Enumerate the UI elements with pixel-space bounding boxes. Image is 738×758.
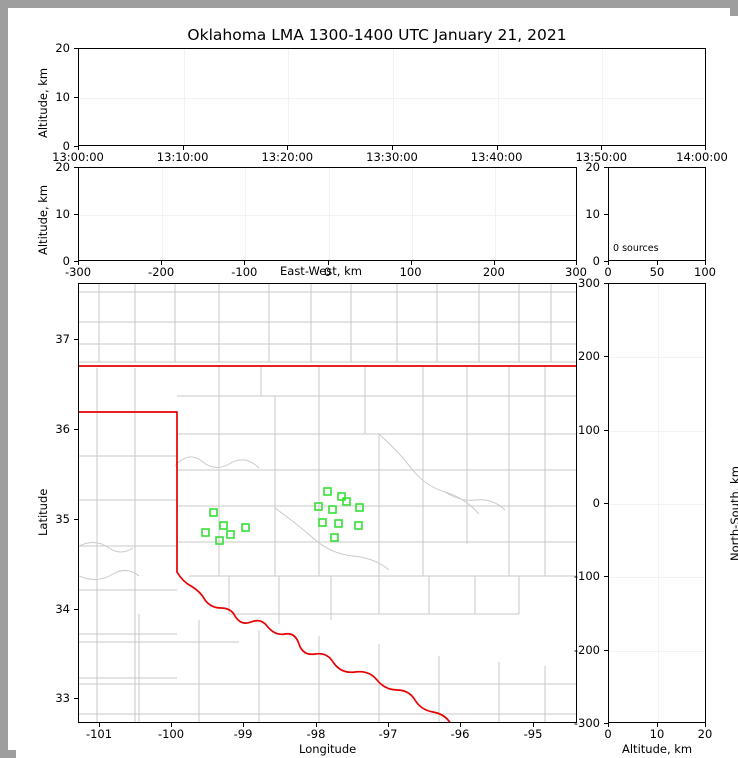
ns-tick-200: 200: [578, 349, 600, 363]
ns-tick-0: 0: [592, 496, 600, 510]
map-xlabel: Longitude: [299, 742, 357, 756]
ns-tick--100: -100: [573, 569, 600, 583]
ns-tick-100: 100: [578, 423, 600, 437]
p2-xtick-2: -100: [231, 265, 258, 279]
p2-ytick-10: 10: [55, 207, 70, 221]
p1-xtick-2: 13:20:00: [261, 150, 314, 164]
ns-axis-label: North-South, km: [728, 466, 738, 561]
p1-xtick-3: 13:30:00: [366, 150, 418, 164]
map-xtick--96: -96: [450, 727, 470, 741]
ns-tick--200: -200: [573, 643, 600, 657]
p2-xtick-5: 200: [482, 265, 505, 279]
map-ytick-36: 36: [55, 422, 70, 436]
p1-ytick-20: 20: [55, 41, 70, 55]
map-graphic: [79, 284, 576, 722]
panel-time-vs-altitude[interactable]: [78, 48, 706, 146]
map-ytick-35: 35: [55, 512, 70, 526]
p1-xtick-1: 13:10:00: [156, 150, 209, 164]
ns-tick--300: -300: [573, 716, 600, 730]
p3-ytick-0: 0: [592, 254, 600, 268]
p1-xtick-5: 13:50:00: [575, 150, 628, 164]
p3-ytick-10: 10: [585, 207, 600, 221]
p1-xtick-6: 14:00:00: [676, 150, 728, 164]
p2-xtick-3: 0: [323, 265, 332, 279]
figure-canvas: Oklahoma LMA 1300-1400 UTC January 21, 2…: [16, 16, 738, 758]
panel-east-west-vs-altitude[interactable]: [78, 167, 577, 261]
p3-ytick-20: 20: [585, 160, 600, 174]
map-ytick-34: 34: [55, 602, 70, 616]
p1-ylabel: Altitude, km: [36, 67, 50, 138]
p5-xtick-0: 0: [604, 727, 612, 741]
p2-xlabel: East-West, km: [280, 264, 362, 278]
map-ytick-37: 37: [55, 332, 70, 346]
lma-source-markers: [201, 487, 364, 545]
p1-xtick-0: 13:00:00: [52, 150, 104, 164]
p3-xtick-0: 0: [604, 265, 612, 279]
p2-xtick-1: -200: [148, 265, 175, 279]
county-lines: [79, 284, 576, 722]
p2-xtick-0: -300: [64, 265, 92, 279]
map-xtick--99: -99: [233, 727, 253, 741]
p2-ytick-20: 20: [55, 160, 70, 174]
p3-xtick-50: 50: [649, 265, 665, 279]
p2-xtick-4: 100: [399, 265, 422, 279]
map-xtick--98: -98: [306, 727, 326, 741]
p3-xtick-100: 100: [694, 265, 716, 279]
map-ylabel: Latitude: [36, 488, 50, 536]
map-xtick--97: -97: [378, 727, 398, 741]
source-count-annotation: 0 sources: [613, 243, 659, 254]
p1-ytick-0: 0: [62, 139, 70, 153]
p1-ytick-10: 10: [55, 90, 70, 104]
state-border-oklahoma: [79, 365, 576, 722]
ns-tick-300: 300: [578, 276, 600, 290]
p1-xtick-4: 13:40:00: [470, 150, 523, 164]
p5-xtick-10: 10: [649, 727, 665, 741]
map-ytick-33: 33: [55, 691, 70, 705]
p5-xtick-20: 20: [697, 727, 713, 741]
map-xtick--100: -100: [157, 727, 185, 741]
p5-xlabel: Altitude, km: [622, 742, 693, 756]
map-xtick--101: -101: [85, 727, 113, 741]
figure-title: Oklahoma LMA 1300-1400 UTC January 21, 2…: [187, 26, 567, 44]
panel-altitude-histogram[interactable]: [608, 167, 706, 261]
panel-map[interactable]: [78, 283, 577, 723]
map-xtick--95: -95: [523, 727, 543, 741]
p2-ytick-0: 0: [62, 254, 70, 268]
panel-altitude-vs-north-south[interactable]: [608, 283, 706, 723]
p2-ylabel: Altitude, km: [36, 184, 50, 255]
p2-xtick-6: 300: [565, 265, 587, 279]
